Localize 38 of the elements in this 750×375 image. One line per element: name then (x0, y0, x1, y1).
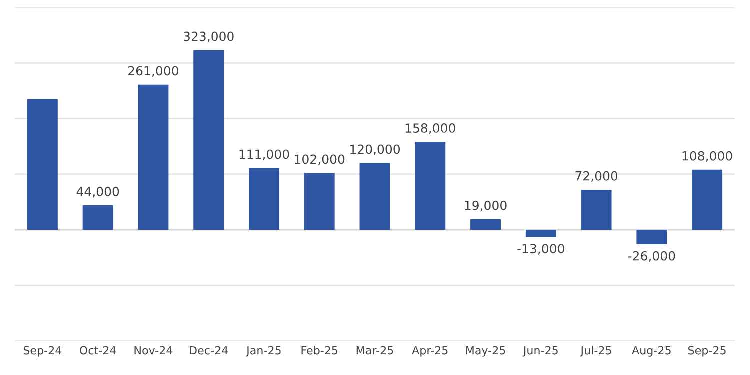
bar (581, 190, 612, 230)
bar (415, 142, 446, 230)
x-tick-label: Feb-25 (302, 346, 338, 355)
bar (526, 230, 556, 238)
data-label: 261,000 (128, 66, 178, 77)
data-label: 158,000 (406, 124, 456, 134)
bar (194, 50, 224, 230)
x-tick-label: Sep-25 (688, 346, 726, 357)
bar (304, 173, 335, 230)
data-label: 102,000 (295, 154, 345, 166)
x-tick-label: Jan-25 (246, 346, 281, 357)
data-label: -13,000 (518, 244, 564, 255)
data-label: 72,000 (576, 171, 618, 182)
x-tick-label: Jun-25 (522, 346, 558, 357)
x-tick-label: Apr-25 (412, 346, 448, 357)
bar (27, 99, 58, 230)
bar (82, 206, 114, 230)
data-label: 44,000 (76, 186, 120, 198)
bar (470, 219, 501, 230)
x-tick-label: Oct-24 (80, 346, 116, 355)
data-label: 108,000 (682, 151, 732, 162)
data-label: 111,000 (240, 150, 290, 160)
x-tick-label: May-25 (466, 346, 506, 357)
data-label: 19,000 (465, 200, 507, 212)
bar (636, 230, 668, 244)
data-label: 120,000 (350, 144, 400, 156)
data-label: -26,000 (628, 251, 676, 262)
bar (360, 163, 390, 230)
bar (249, 168, 280, 230)
x-tick-label: Aug-25 (632, 346, 671, 357)
x-tick-label: Nov-24 (134, 346, 173, 355)
bar (692, 170, 723, 230)
x-tick-label: Sep-24 (24, 346, 62, 357)
x-tick-label: Dec-24 (190, 346, 228, 355)
x-tick-label: Jul-25 (580, 346, 612, 357)
x-tick-label: Mar-25 (356, 346, 394, 355)
data-label: 323,000 (184, 32, 234, 43)
bar (138, 84, 169, 230)
